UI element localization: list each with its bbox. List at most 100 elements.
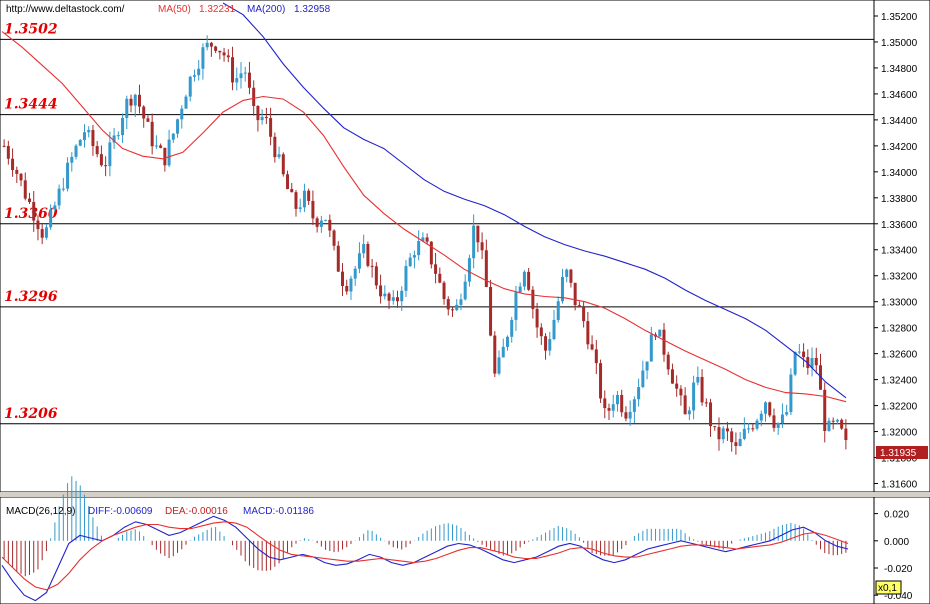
candle-body: [167, 139, 171, 166]
candle-body: [721, 428, 725, 440]
candle-body: [692, 382, 696, 411]
price-tick-label: 1.34000: [881, 168, 918, 179]
candle-body: [764, 402, 768, 414]
candle-body: [15, 169, 19, 174]
candle-body: [104, 165, 108, 167]
price-axis-pane: [873, 0, 930, 493]
candle-body: [831, 420, 835, 422]
price-pane: [0, 0, 875, 493]
candle-body: [747, 428, 751, 430]
candle-body: [273, 136, 277, 158]
candle-body: [61, 188, 65, 190]
candle-body: [603, 398, 607, 409]
price-tick-label: 1.33200: [881, 272, 918, 283]
candle-body: [387, 293, 391, 301]
candle-body: [252, 87, 256, 107]
candle-body: [235, 78, 239, 83]
price-tick-label: 1.32800: [881, 324, 918, 335]
candle-body: [374, 266, 378, 286]
moving-averages: [1, 2, 847, 403]
price-tick-label: 1.33000: [881, 298, 918, 309]
candle-body: [159, 145, 163, 148]
price-tick-label: 1.34600: [881, 90, 918, 101]
candle-body: [226, 55, 230, 58]
candle-body: [823, 389, 827, 432]
candle-body: [679, 388, 683, 396]
candle-body: [40, 229, 44, 238]
ma50-line: [1, 31, 847, 403]
level-label: 1.3206: [4, 406, 58, 422]
candle-body: [142, 106, 146, 119]
zoom-badge[interactable]: [875, 580, 902, 595]
candle-body: [709, 402, 713, 427]
price-tick-label: 1.32600: [881, 350, 918, 361]
candle-body: [95, 146, 99, 155]
candle-body: [353, 268, 357, 279]
candle-body: [577, 305, 581, 308]
candle-body: [624, 412, 628, 419]
candle-body: [455, 304, 459, 311]
candle-body: [121, 117, 125, 136]
candle-body: [404, 266, 408, 291]
candle-body: [256, 106, 260, 121]
candle-body: [197, 68, 201, 76]
support-resistance-levels: 1.3502 1.3444 1.3360 1.3296 1.3206: [0, 21, 874, 425]
candle-body: [759, 413, 763, 421]
candle-body: [493, 335, 497, 374]
candle-body: [11, 158, 15, 170]
price-tick-label: 1.32200: [881, 402, 918, 413]
candle-body: [125, 98, 129, 118]
macd-indicator: [1, 476, 849, 602]
price-tick-label: 1.31600: [881, 480, 918, 491]
candle-body: [150, 121, 154, 147]
candle-body: [332, 230, 336, 246]
price-tick-label: 1.33400: [881, 246, 918, 257]
price-tick-label: 1.32400: [881, 376, 918, 387]
candle-body: [370, 265, 374, 267]
macd-dea: DEA:-0.00016: [165, 506, 228, 517]
candle-body: [675, 383, 679, 389]
candle-body: [446, 299, 450, 310]
candle-body: [146, 118, 150, 122]
candle-body: [129, 98, 133, 106]
macd-diff: DIFF:-0.00609: [88, 506, 153, 517]
candle-body: [57, 188, 61, 206]
candle-body: [44, 227, 48, 238]
candle-body: [222, 52, 226, 56]
candle-body: [307, 190, 311, 201]
candle-body: [776, 423, 780, 428]
candle-body: [400, 290, 404, 302]
candle-body: [383, 293, 387, 297]
candle-body: [797, 351, 801, 353]
candle-body: [108, 142, 112, 167]
macd-tick-label: 0.000: [884, 537, 909, 548]
candle-body: [704, 402, 708, 404]
zoom-label: x0,1: [878, 583, 897, 594]
candle-body: [324, 219, 328, 221]
ma50-value: 1.32231: [199, 4, 236, 15]
candle-body: [391, 297, 395, 301]
price-tick-label: 1.34400: [881, 116, 918, 127]
candle-body: [243, 72, 247, 74]
candle-body: [180, 108, 184, 120]
candle-body: [594, 349, 598, 364]
candle-body: [802, 351, 806, 358]
macd-tick-label: -0.020: [884, 564, 913, 575]
price-axis-ticks: 1.35200 1.35000 1.34800 1.34600 1.34400 1.342…: [874, 12, 918, 491]
candle-body: [467, 258, 471, 282]
candle-body: [544, 336, 548, 351]
ma200-line: [222, 2, 847, 399]
candle-body: [91, 130, 95, 147]
candle-body: [19, 173, 23, 181]
candle-body: [163, 147, 167, 166]
price-tick-label: 1.34200: [881, 142, 918, 153]
candle-body: [548, 339, 552, 351]
candle-body: [501, 346, 505, 358]
candle-body: [379, 285, 383, 297]
candle-body: [49, 209, 53, 228]
candle-body: [819, 365, 823, 390]
candle-body: [450, 309, 454, 311]
candle-body: [810, 358, 814, 368]
